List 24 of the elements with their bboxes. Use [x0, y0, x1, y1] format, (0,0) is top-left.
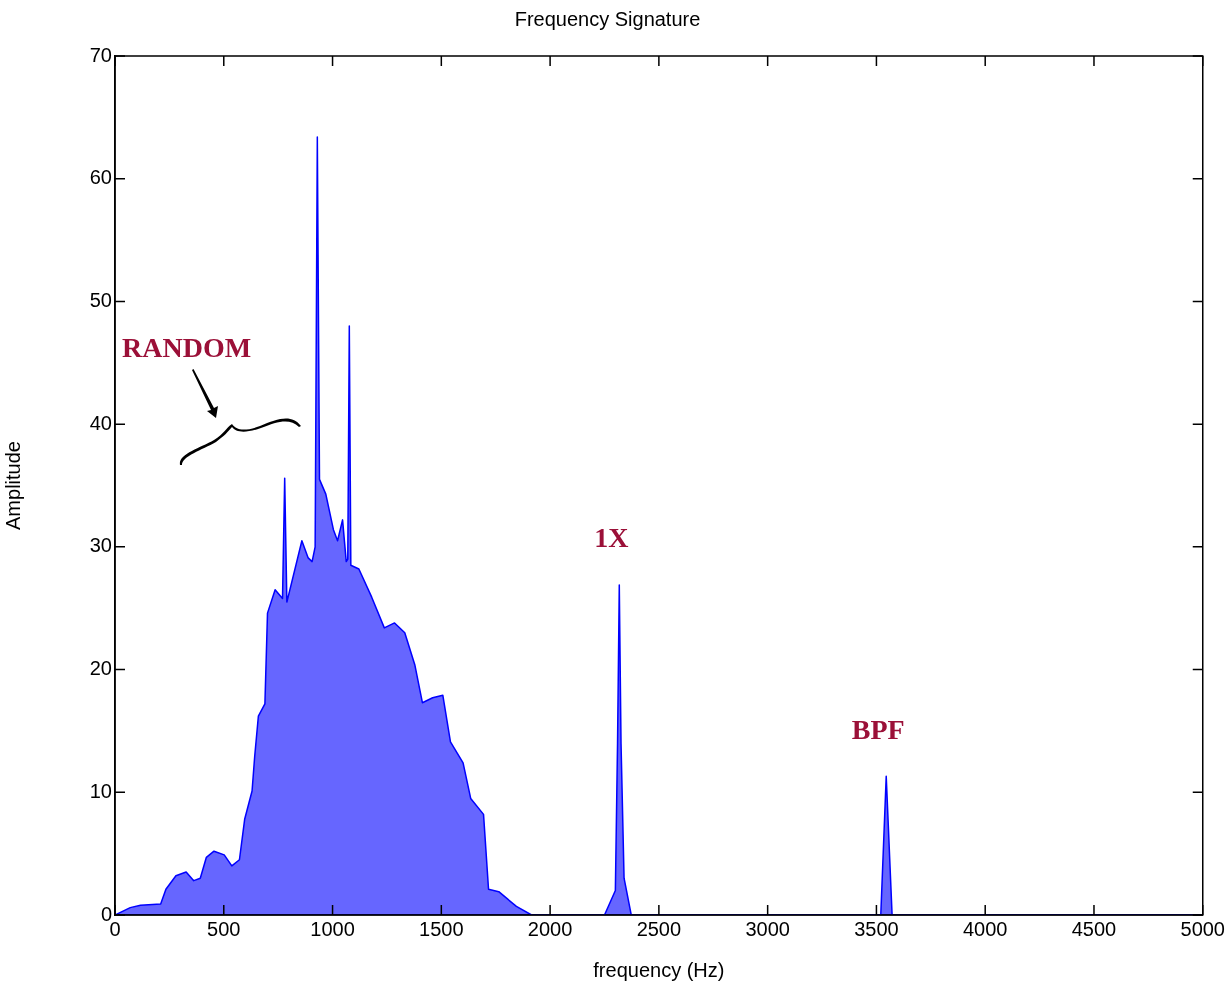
annotation: 1X	[594, 522, 629, 554]
y-tick-label: 50	[89, 288, 112, 311]
chart-title: Frequency Signature	[514, 7, 701, 30]
x-tick-label: 3500	[854, 917, 899, 940]
x-axis-title: frequency (Hz)	[593, 958, 725, 981]
annotation: RANDOM	[122, 332, 252, 364]
y-tick-label: 0	[100, 902, 112, 925]
annotation: BPF	[851, 713, 905, 745]
x-tick-label: 1000	[310, 917, 355, 940]
y-tick-label: 60	[89, 166, 112, 189]
y-tick-label: 70	[89, 43, 112, 66]
x-tick-label: 2000	[527, 917, 573, 940]
x-tick-label: 2500	[636, 917, 682, 940]
y-tick-label: 10	[89, 779, 112, 802]
x-tick-label: 4000	[962, 917, 1008, 940]
y-tick-label: 30	[89, 534, 112, 557]
y-tick-label: 40	[89, 411, 112, 434]
y-tick-label: 20	[89, 657, 112, 680]
x-tick-label: 3000	[745, 917, 790, 940]
y-axis-title: Amplitude	[1, 441, 24, 530]
x-tick-label: 4500	[1071, 917, 1117, 940]
x-tick-label: 1500	[419, 917, 464, 940]
x-tick-label: 500	[207, 917, 241, 940]
x-tick-label: 5000	[1180, 917, 1225, 940]
